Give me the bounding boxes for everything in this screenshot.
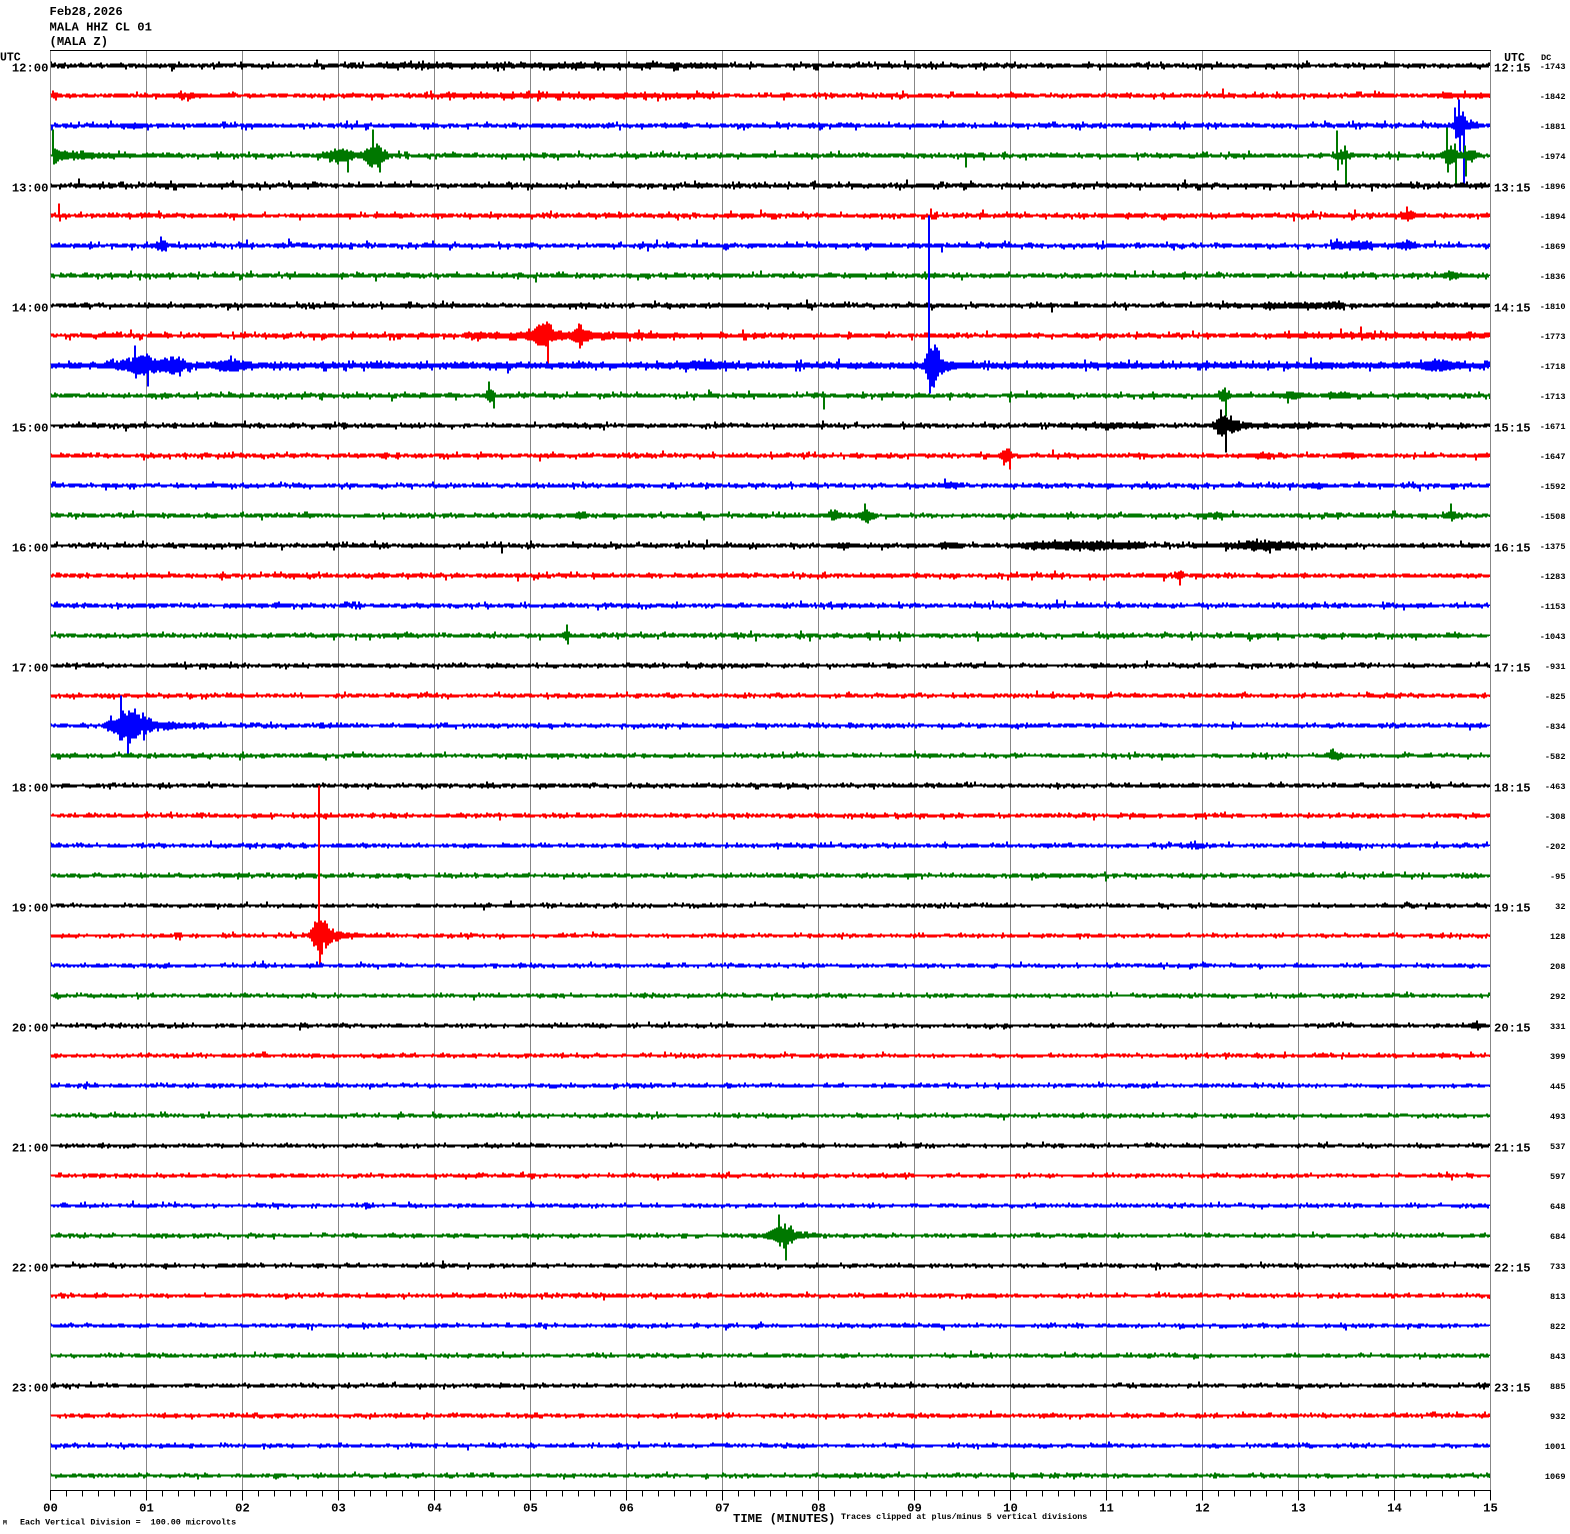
svg-text:03: 03 bbox=[331, 1501, 346, 1515]
svg-text:1001: 1001 bbox=[1545, 1442, 1566, 1452]
svg-text:12: 12 bbox=[1195, 1501, 1210, 1515]
svg-text:-1283: -1283 bbox=[1540, 572, 1566, 582]
svg-text:932: 932 bbox=[1550, 1412, 1565, 1422]
svg-text:1069: 1069 bbox=[1545, 1472, 1566, 1482]
svg-text:Each Vertical Division = 100.: Each Vertical Division = 100.00 microvol… bbox=[20, 1517, 236, 1527]
svg-text:13:15: 13:15 bbox=[1494, 181, 1531, 195]
svg-text:-1375: -1375 bbox=[1540, 542, 1566, 552]
svg-text:32: 32 bbox=[1555, 902, 1565, 912]
svg-text:13:00: 13:00 bbox=[12, 181, 49, 195]
svg-text:15:00: 15:00 bbox=[12, 421, 49, 435]
svg-text:UTC: UTC bbox=[0, 51, 21, 64]
svg-text:-1743: -1743 bbox=[1540, 62, 1566, 72]
svg-text:14:00: 14:00 bbox=[12, 301, 49, 315]
svg-text:22:15: 22:15 bbox=[1494, 1261, 1531, 1275]
svg-text:822: 822 bbox=[1550, 1322, 1565, 1332]
svg-text:17:15: 17:15 bbox=[1494, 661, 1531, 675]
svg-text:(MALA Z): (MALA Z) bbox=[50, 35, 109, 49]
svg-text:14: 14 bbox=[1387, 1501, 1402, 1515]
svg-text:597: 597 bbox=[1550, 1172, 1565, 1182]
svg-text:-1896: -1896 bbox=[1540, 182, 1566, 192]
svg-text:399: 399 bbox=[1550, 1052, 1565, 1062]
svg-text:445: 445 bbox=[1550, 1082, 1565, 1092]
svg-text:M: M bbox=[3, 1520, 7, 1527]
svg-text:-1043: -1043 bbox=[1540, 632, 1566, 642]
svg-text:04: 04 bbox=[427, 1501, 442, 1515]
svg-text:00: 00 bbox=[43, 1501, 58, 1515]
svg-text:-1894: -1894 bbox=[1540, 212, 1566, 222]
svg-text:17:00: 17:00 bbox=[12, 661, 49, 675]
svg-text:22:00: 22:00 bbox=[12, 1261, 49, 1275]
svg-text:208: 208 bbox=[1550, 962, 1565, 972]
svg-text:-825: -825 bbox=[1545, 692, 1566, 702]
svg-text:14:15: 14:15 bbox=[1494, 301, 1531, 315]
svg-text:-1881: -1881 bbox=[1540, 122, 1566, 132]
svg-text:05: 05 bbox=[523, 1501, 538, 1515]
svg-text:DC: DC bbox=[1541, 53, 1551, 63]
svg-text:-1718: -1718 bbox=[1540, 362, 1566, 372]
svg-text:Traces clipped at plus/minus 5: Traces clipped at plus/minus 5 vertical … bbox=[841, 1512, 1087, 1522]
svg-text:23:00: 23:00 bbox=[12, 1381, 49, 1395]
svg-text:-1974: -1974 bbox=[1540, 152, 1566, 162]
svg-text:-931: -931 bbox=[1545, 662, 1566, 672]
svg-text:537: 537 bbox=[1550, 1142, 1565, 1152]
svg-text:Feb28,2026: Feb28,2026 bbox=[50, 5, 123, 19]
svg-text:20:00: 20:00 bbox=[12, 1021, 49, 1035]
svg-text:11: 11 bbox=[1099, 1501, 1114, 1515]
svg-text:-1810: -1810 bbox=[1540, 302, 1566, 312]
svg-text:01: 01 bbox=[139, 1501, 154, 1515]
svg-text:21:15: 21:15 bbox=[1494, 1141, 1531, 1155]
svg-text:331: 331 bbox=[1550, 1022, 1565, 1032]
svg-text:07: 07 bbox=[715, 1501, 730, 1515]
svg-text:-1592: -1592 bbox=[1540, 482, 1566, 492]
svg-text:843: 843 bbox=[1550, 1352, 1565, 1362]
svg-text:19:00: 19:00 bbox=[12, 901, 49, 915]
svg-text:-1836: -1836 bbox=[1540, 272, 1566, 282]
svg-text:18:15: 18:15 bbox=[1494, 781, 1531, 795]
svg-text:292: 292 bbox=[1550, 992, 1565, 1002]
svg-text:15: 15 bbox=[1483, 1501, 1498, 1515]
svg-text:128: 128 bbox=[1550, 932, 1565, 942]
svg-text:-1153: -1153 bbox=[1540, 602, 1566, 612]
svg-text:02: 02 bbox=[235, 1501, 250, 1515]
svg-text:-308: -308 bbox=[1545, 812, 1566, 822]
svg-text:15:15: 15:15 bbox=[1494, 421, 1531, 435]
svg-text:-1842: -1842 bbox=[1540, 92, 1566, 102]
svg-text:-582: -582 bbox=[1545, 752, 1566, 762]
svg-text:18:00: 18:00 bbox=[12, 781, 49, 795]
svg-text:19:15: 19:15 bbox=[1494, 901, 1531, 915]
svg-text:-1647: -1647 bbox=[1540, 452, 1566, 462]
svg-text:16:15: 16:15 bbox=[1494, 541, 1531, 555]
svg-text:-463: -463 bbox=[1545, 782, 1566, 792]
svg-text:733: 733 bbox=[1550, 1262, 1565, 1272]
svg-text:-1671: -1671 bbox=[1540, 422, 1566, 432]
svg-text:23:15: 23:15 bbox=[1494, 1381, 1531, 1395]
svg-text:-834: -834 bbox=[1545, 722, 1566, 732]
svg-text:12:15: 12:15 bbox=[1494, 61, 1531, 75]
svg-text:UTC: UTC bbox=[1504, 52, 1525, 65]
svg-text:08: 08 bbox=[811, 1501, 826, 1515]
svg-text:06: 06 bbox=[619, 1501, 634, 1515]
svg-text:13: 13 bbox=[1291, 1501, 1306, 1515]
svg-text:20:15: 20:15 bbox=[1494, 1021, 1531, 1035]
svg-text:10: 10 bbox=[1003, 1501, 1018, 1515]
svg-text:16:00: 16:00 bbox=[12, 541, 49, 555]
svg-text:-1869: -1869 bbox=[1540, 242, 1566, 252]
svg-text:648: 648 bbox=[1550, 1202, 1565, 1212]
svg-text:MALA HHZ CL 01: MALA HHZ CL 01 bbox=[50, 21, 152, 35]
svg-text:12:00: 12:00 bbox=[12, 61, 49, 75]
svg-text:-95: -95 bbox=[1550, 872, 1565, 882]
svg-text:885: 885 bbox=[1550, 1382, 1565, 1392]
svg-text:-1713: -1713 bbox=[1540, 392, 1566, 402]
svg-text:813: 813 bbox=[1550, 1292, 1565, 1302]
svg-text:21:00: 21:00 bbox=[12, 1141, 49, 1155]
svg-text:09: 09 bbox=[907, 1501, 922, 1515]
svg-text:-1508: -1508 bbox=[1540, 512, 1566, 522]
svg-text:-1773: -1773 bbox=[1540, 332, 1566, 342]
svg-text:TIME (MINUTES): TIME (MINUTES) bbox=[733, 1512, 835, 1526]
svg-text:493: 493 bbox=[1550, 1112, 1565, 1122]
svg-text:-202: -202 bbox=[1545, 842, 1566, 852]
svg-text:684: 684 bbox=[1550, 1232, 1565, 1242]
